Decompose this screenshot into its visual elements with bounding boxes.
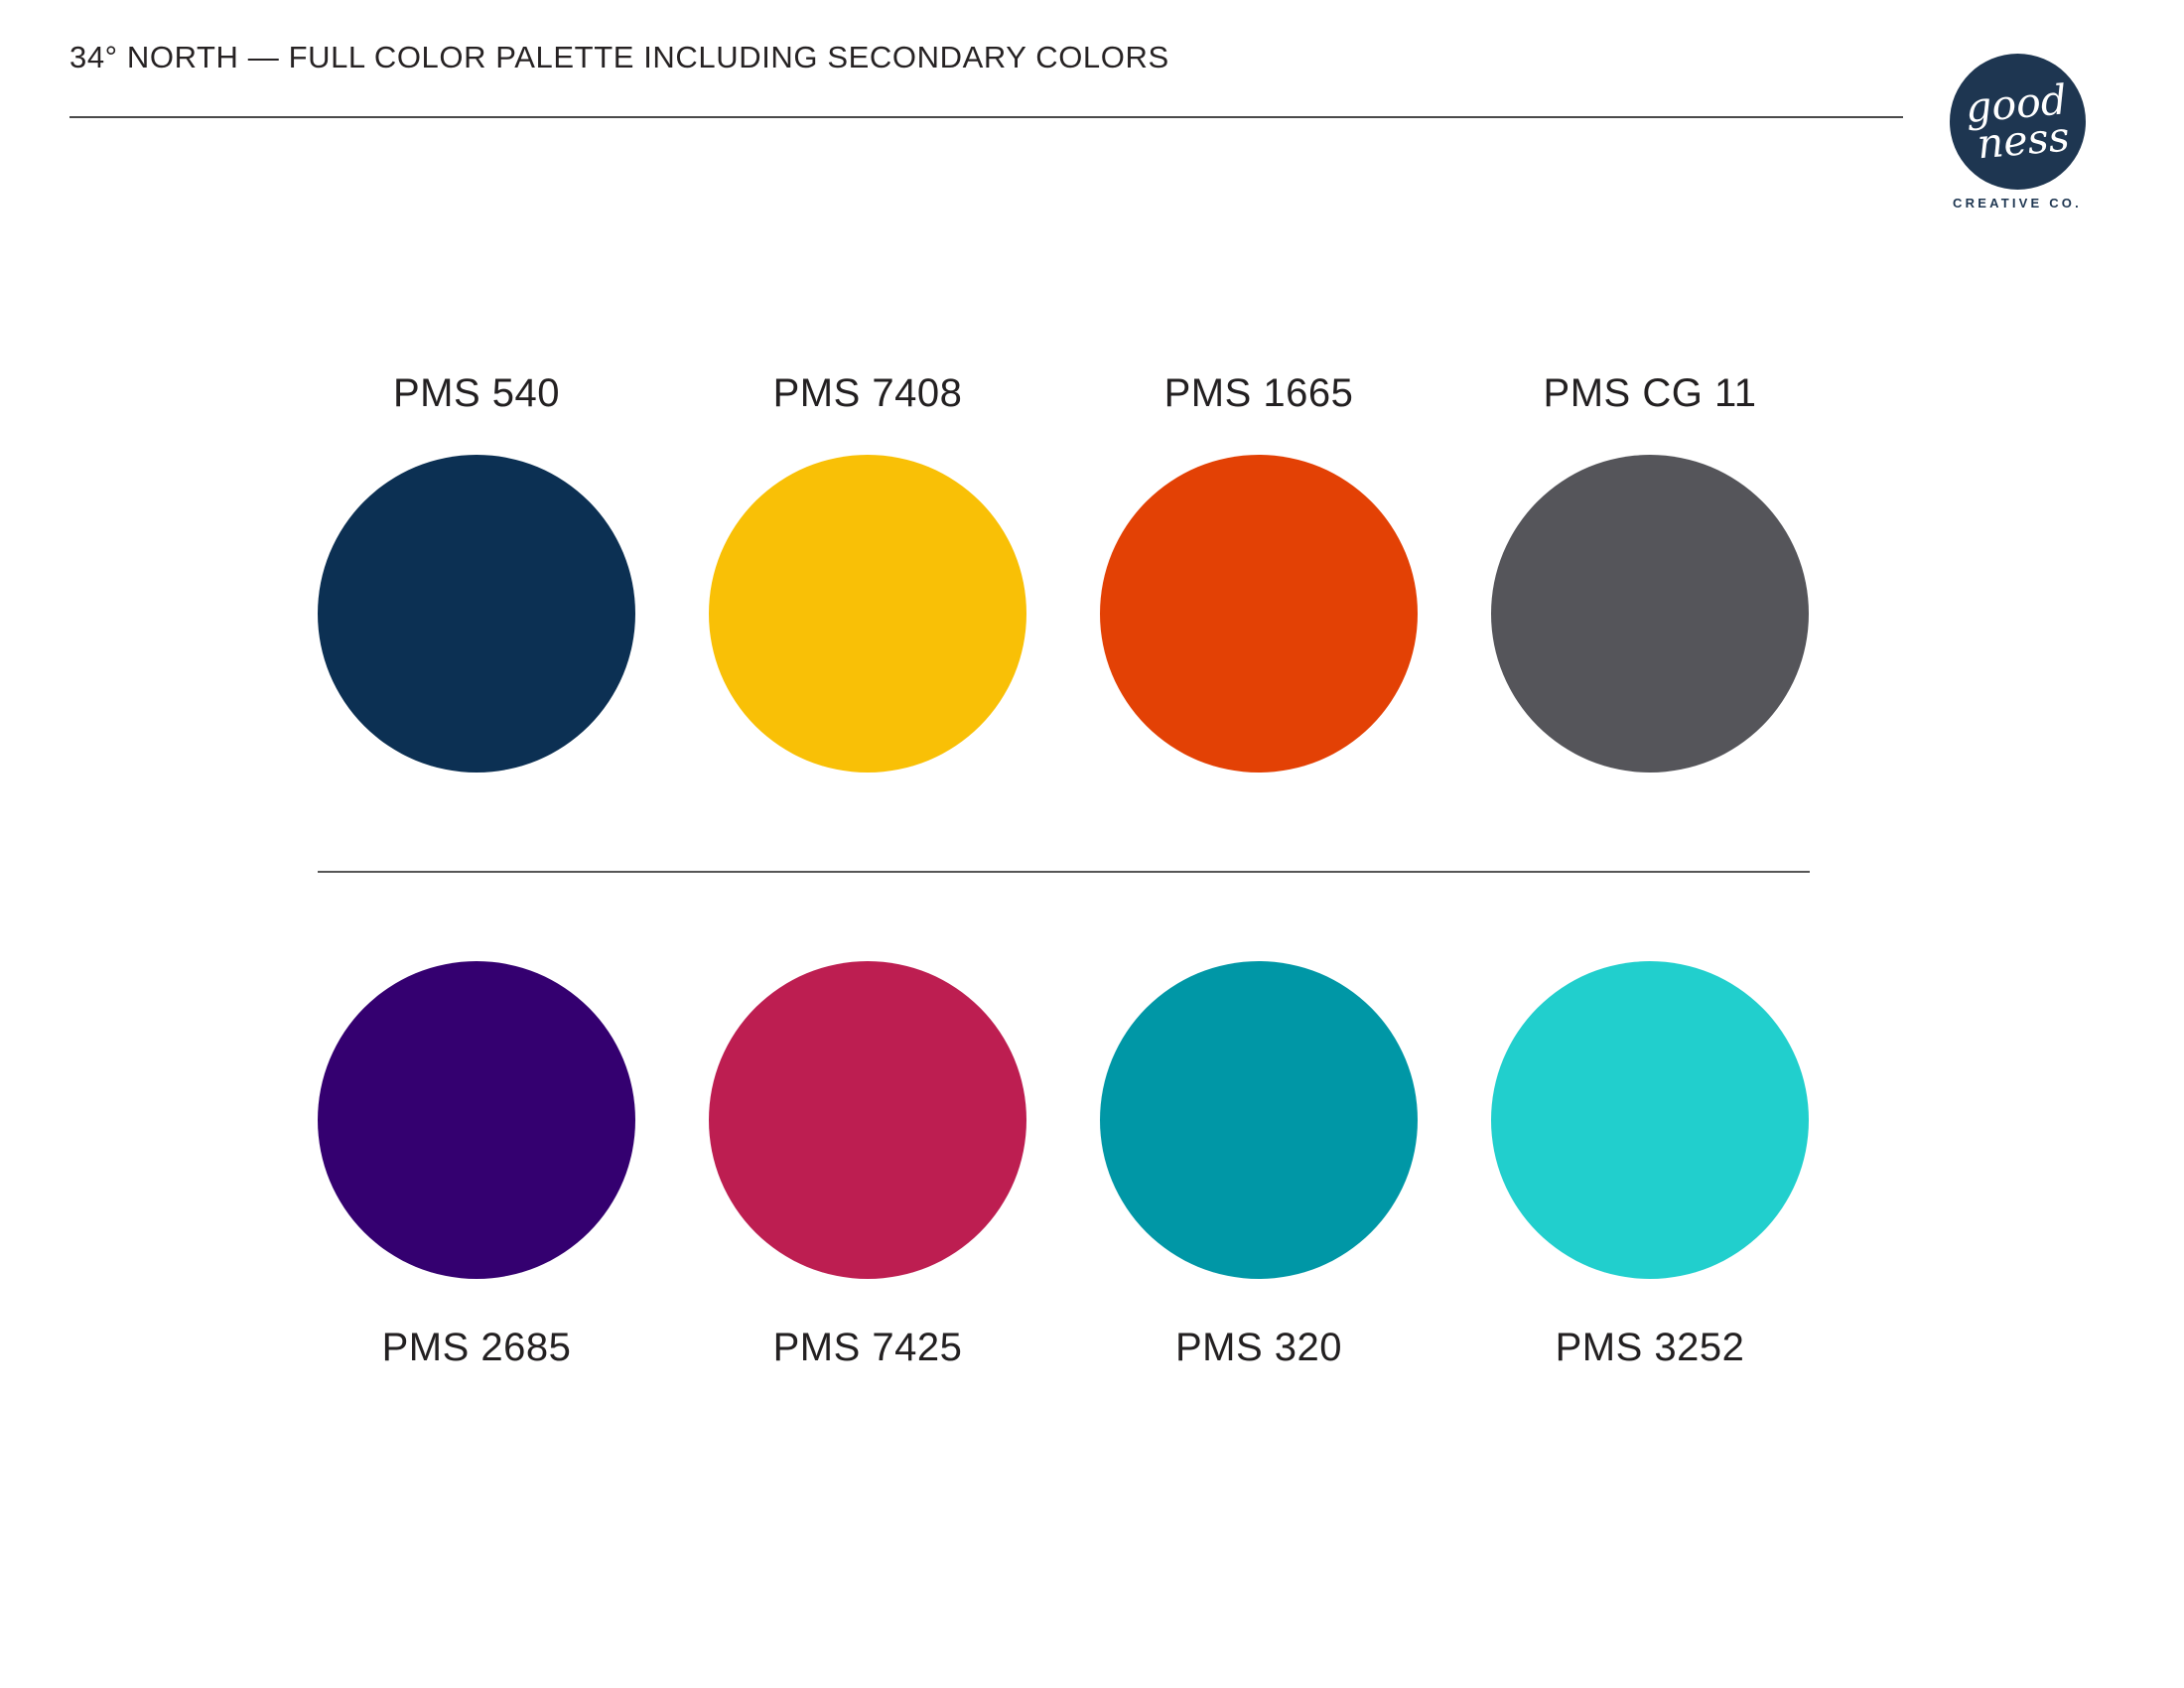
primary-color-row: PMS 540 PMS 7408 PMS 1665 PMS CG 11 — [318, 369, 1809, 773]
header-divider — [69, 116, 1903, 118]
color-circle — [1491, 455, 1809, 773]
secondary-color-row: PMS 2685 PMS 7425 PMS 320 PMS 3252 — [318, 961, 1809, 1371]
logo-subtext: CREATIVE CO. — [1953, 196, 2082, 211]
swatch-label: PMS CG 11 — [1543, 371, 1757, 415]
page-title: 34° NORTH — FULL COLOR PALETTE INCLUDING… — [69, 40, 1169, 74]
logo-script-line1: good — [1963, 75, 2068, 132]
logo-circle — [1949, 54, 2086, 190]
swatch-pms-1665: PMS 1665 — [1100, 369, 1418, 773]
color-circle — [1100, 455, 1418, 773]
swatch-pms-2685: PMS 2685 — [318, 961, 635, 1371]
color-circle — [1100, 961, 1418, 1279]
swatch-label: PMS 540 — [392, 371, 561, 415]
color-circle — [709, 455, 1026, 773]
swatch-pms-7425: PMS 7425 — [709, 961, 1026, 1371]
swatch-label: PMS 320 — [1174, 1326, 1343, 1369]
swatch-pms-540: PMS 540 — [318, 369, 635, 773]
color-circle — [709, 961, 1026, 1279]
swatch-pms-320: PMS 320 — [1100, 961, 1418, 1371]
logo-circle-icon: good ness — [1949, 54, 2086, 190]
swatch-pms-7408: PMS 7408 — [709, 369, 1026, 773]
swatch-label: PMS 7408 — [772, 371, 963, 415]
goodness-creative-logo: good ness CREATIVE CO. — [1945, 54, 2090, 211]
row-divider — [318, 871, 1810, 873]
swatch-label: PMS 7425 — [772, 1326, 963, 1369]
swatch-label: PMS 2685 — [381, 1326, 572, 1369]
swatch-pms-cg-11: PMS CG 11 — [1491, 369, 1809, 773]
color-circle — [1491, 961, 1809, 1279]
swatch-label: PMS 1665 — [1163, 371, 1354, 415]
color-circle — [318, 455, 635, 773]
swatch-pms-3252: PMS 3252 — [1491, 961, 1809, 1371]
logo-script-line2: ness — [1975, 112, 2071, 168]
swatch-label: PMS 3252 — [1555, 1326, 1745, 1369]
color-circle — [318, 961, 635, 1279]
